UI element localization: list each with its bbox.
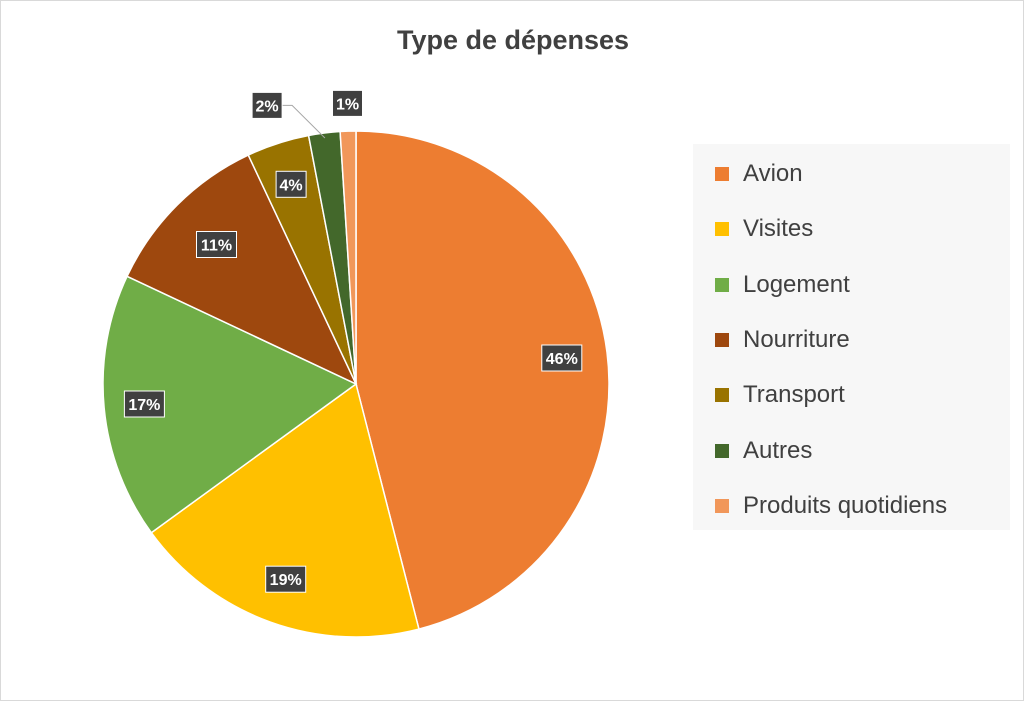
pie-slice-produits-quotidiens[interactable] bbox=[339, 130, 357, 385]
pie-slice-nourriture[interactable] bbox=[126, 154, 358, 386]
svg-text:17%: 17% bbox=[128, 397, 160, 414]
svg-text:1%: 1% bbox=[336, 96, 359, 113]
data-label-avion: 46% bbox=[541, 344, 583, 372]
pie-slice-visites[interactable] bbox=[150, 382, 420, 638]
svg-text:19%: 19% bbox=[270, 572, 302, 589]
pie-slice-logement[interactable] bbox=[102, 275, 358, 534]
svg-text:2%: 2% bbox=[256, 98, 279, 115]
legend-swatch bbox=[715, 167, 729, 181]
legend-label: Produits quotidiens bbox=[743, 491, 948, 519]
legend: Avion Visites Logement Nourriture Transport A… bbox=[693, 144, 1010, 530]
legend-swatch bbox=[715, 388, 729, 403]
legend-item-nourriture[interactable]: Nourriture bbox=[715, 325, 850, 355]
legend-item-visites[interactable]: Visites bbox=[715, 214, 813, 244]
pie-slice-avion[interactable] bbox=[355, 130, 610, 630]
legend-item-logement[interactable]: Logement bbox=[715, 270, 850, 300]
legend-swatch bbox=[715, 332, 729, 347]
legend-label: Transport bbox=[743, 381, 845, 409]
data-label-autres: 2% bbox=[251, 91, 283, 119]
data-label-nourriture: 11% bbox=[196, 231, 237, 258]
legend-label: Autres bbox=[743, 436, 813, 464]
legend-label: Nourriture bbox=[743, 325, 850, 353]
legend-item-autres[interactable]: Autres bbox=[715, 436, 812, 466]
data-label-logement: 17% bbox=[123, 390, 165, 418]
legend-item-produits-quotidiens[interactable]: Produits quotidiens bbox=[715, 491, 947, 521]
legend-label: Visites bbox=[743, 215, 814, 243]
legend-item-transport[interactable]: Transport bbox=[715, 380, 845, 410]
data-label-visites: 19% bbox=[265, 565, 307, 593]
data-label-transport: 4% bbox=[275, 170, 307, 198]
data-label-produits-quotidiens: 1% bbox=[332, 89, 363, 117]
legend-item-avion[interactable]: Avion bbox=[715, 159, 803, 189]
svg-text:4%: 4% bbox=[280, 177, 303, 194]
svg-text:11%: 11% bbox=[201, 238, 232, 255]
leader-line-autres bbox=[282, 104, 326, 139]
legend-swatch bbox=[715, 498, 729, 513]
legend-swatch bbox=[715, 222, 729, 237]
legend-swatch bbox=[715, 443, 729, 458]
svg-text:46%: 46% bbox=[546, 351, 578, 368]
chart-title: Type de dépenses bbox=[396, 25, 630, 55]
legend-label: Logement bbox=[743, 270, 850, 298]
legend-swatch bbox=[715, 277, 729, 292]
legend-label: Avion bbox=[743, 160, 803, 187]
